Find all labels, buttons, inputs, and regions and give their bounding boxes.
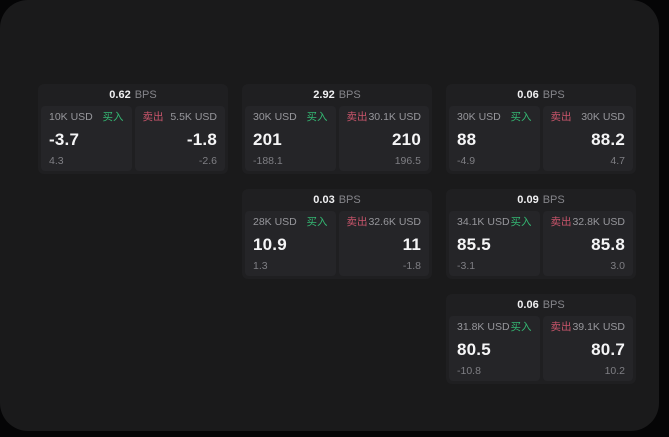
sell-amount: 30.1K USD (368, 111, 421, 123)
buy-price: 85.5 (457, 234, 491, 254)
buy-label: 买入 (510, 216, 532, 228)
buy-price: 88 (457, 129, 477, 149)
buy-change: 1.3 (253, 259, 268, 272)
buy-amount: 30K USD (457, 111, 501, 123)
buy-label: 买入 (306, 111, 328, 123)
sell-change: 4.7 (610, 154, 625, 167)
sell-price: 210 (392, 129, 421, 149)
quote-card-5: 0.09 BPS 34.1K USD 买入 85.5 -3.1 卖出 32.8K… (446, 189, 636, 279)
sell-amount: 32.6K USD (368, 216, 421, 228)
buy-change: -188.1 (253, 154, 283, 167)
buy-change: -4.9 (457, 154, 476, 167)
sell-label: 卖出 (346, 111, 368, 123)
buy-label: 买入 (510, 321, 532, 333)
bps-unit-label: BPS (542, 194, 565, 206)
sell-panel[interactable]: 卖出 30.1K USD 210 196.5 (338, 106, 429, 171)
sell-label: 卖出 (550, 321, 572, 333)
sell-amount: 5.5K USD (170, 111, 217, 123)
app-frame: 0.62 BPS 10K USD 买入 -3.7 4.3 卖出 5.5K USD… (0, 0, 659, 431)
buy-price: -3.7 (49, 129, 80, 149)
bps-value: 0.06 (517, 299, 539, 311)
sell-change: 3.0 (610, 259, 625, 272)
buy-change: 4.3 (49, 154, 64, 167)
buy-panel[interactable]: 34.1K USD 买入 85.5 -3.1 (449, 211, 540, 276)
sell-change: -2.6 (198, 154, 217, 167)
sell-price: 80.7 (591, 339, 625, 359)
sell-change: 10.2 (604, 364, 625, 377)
sell-label: 卖出 (550, 111, 572, 123)
bps-unit-label: BPS (134, 89, 157, 101)
sell-label: 卖出 (346, 216, 368, 228)
buy-amount: 34.1K USD (457, 216, 510, 228)
buy-panel[interactable]: 30K USD 买入 201 -188.1 (245, 106, 336, 171)
sell-panel[interactable]: 卖出 32.6K USD 11 -1.8 (338, 211, 429, 276)
sell-price: 11 (402, 234, 421, 254)
buy-label: 买入 (510, 111, 532, 123)
bps-unit-label: BPS (542, 299, 565, 311)
buy-amount: 31.8K USD (457, 321, 510, 333)
bps-value: 0.09 (517, 194, 539, 206)
quote-card-2: 2.92 BPS 30K USD 买入 201 -188.1 卖出 30.1K … (242, 84, 432, 174)
bps-unit-label: BPS (338, 89, 361, 101)
bps-unit-label: BPS (338, 194, 361, 206)
card-header: 0.03 BPS (242, 189, 432, 211)
sell-price: 85.8 (591, 234, 625, 254)
card-header: 0.09 BPS (446, 189, 636, 211)
buy-price: 201 (253, 129, 282, 149)
sell-panel[interactable]: 卖出 30K USD 88.2 4.7 (542, 106, 633, 171)
sell-price: 88.2 (591, 129, 625, 149)
sell-panel[interactable]: 卖出 39.1K USD 80.7 10.2 (542, 316, 633, 381)
quote-card-1: 0.62 BPS 10K USD 买入 -3.7 4.3 卖出 5.5K USD… (38, 84, 228, 174)
buy-amount: 28K USD (253, 216, 297, 228)
bps-value: 0.03 (313, 194, 335, 206)
sell-panel[interactable]: 卖出 5.5K USD -1.8 -2.6 (134, 106, 225, 171)
buy-label: 买入 (306, 216, 328, 228)
bps-unit-label: BPS (542, 89, 565, 101)
bps-value: 0.62 (109, 89, 131, 101)
buy-change: -3.1 (457, 259, 476, 272)
sell-panel[interactable]: 卖出 32.8K USD 85.8 3.0 (542, 211, 633, 276)
buy-price: 80.5 (457, 339, 491, 359)
buy-change: -10.8 (457, 364, 481, 377)
buy-panel[interactable]: 30K USD 买入 88 -4.9 (449, 106, 540, 171)
buy-amount: 10K USD (49, 111, 93, 123)
sell-amount: 32.8K USD (572, 216, 625, 228)
bps-value: 0.06 (517, 89, 539, 101)
sell-label: 卖出 (142, 111, 164, 123)
sell-amount: 30K USD (581, 111, 625, 123)
card-header: 2.92 BPS (242, 84, 432, 106)
card-header: 0.06 BPS (446, 294, 636, 316)
card-header: 0.62 BPS (38, 84, 228, 106)
buy-panel[interactable]: 28K USD 买入 10.9 1.3 (245, 211, 336, 276)
buy-amount: 30K USD (253, 111, 297, 123)
sell-change: 196.5 (394, 154, 421, 167)
sell-amount: 39.1K USD (572, 321, 625, 333)
quote-card-4: 0.03 BPS 28K USD 买入 10.9 1.3 卖出 32.6K US… (242, 189, 432, 279)
buy-label: 买入 (102, 111, 124, 123)
quote-card-3: 0.06 BPS 30K USD 买入 88 -4.9 卖出 30K USD 8… (446, 84, 636, 174)
quote-card-6: 0.06 BPS 31.8K USD 买入 80.5 -10.8 卖出 39.1… (446, 294, 636, 384)
buy-panel[interactable]: 31.8K USD 买入 80.5 -10.8 (449, 316, 540, 381)
bps-value: 2.92 (313, 89, 335, 101)
sell-label: 卖出 (550, 216, 572, 228)
sell-change: -1.8 (402, 259, 421, 272)
buy-price: 10.9 (253, 234, 287, 254)
card-header: 0.06 BPS (446, 84, 636, 106)
buy-panel[interactable]: 10K USD 买入 -3.7 4.3 (41, 106, 132, 171)
sell-price: -1.8 (186, 129, 217, 149)
